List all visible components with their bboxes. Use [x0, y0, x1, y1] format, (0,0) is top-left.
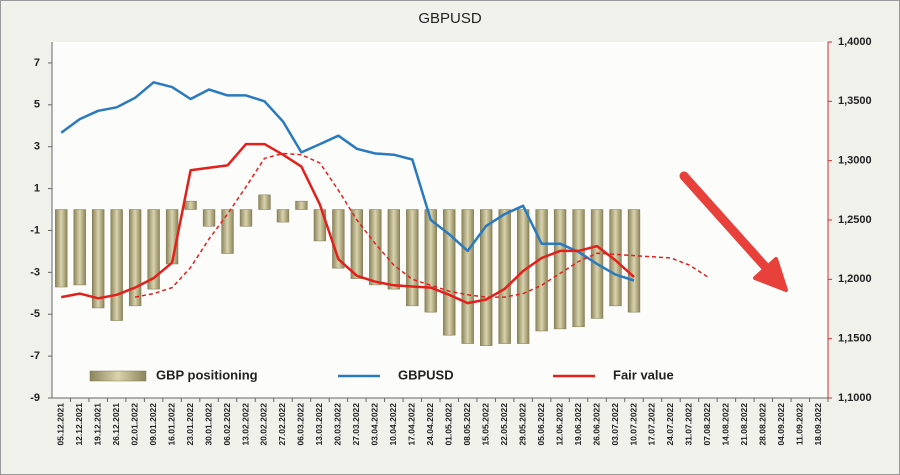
y-tick-label: -9	[30, 392, 40, 404]
x-tick-label: 23.01.2022	[185, 403, 195, 446]
x-tick-label: 04.09.2022	[776, 403, 786, 446]
x-tick-label: 09.01.2022	[148, 403, 158, 446]
bar	[572, 209, 585, 328]
y-tick-label: 7	[34, 57, 40, 69]
x-tick-label: 12.06.2022	[554, 403, 564, 446]
legend-label: Fair value	[613, 367, 674, 382]
bar	[535, 209, 548, 332]
x-tick-label: 30.01.2022	[203, 403, 213, 446]
x-tick-label: 26.12.2021	[111, 403, 121, 446]
x-tick-label: 31.07.2022	[684, 403, 694, 446]
bar	[424, 209, 437, 313]
x-tick-label: 05.06.2022	[536, 403, 546, 446]
bar	[239, 209, 253, 227]
x-tick-label: 27.03.2022	[351, 403, 361, 446]
x-tick-label: 26.06.2022	[591, 403, 601, 446]
bar	[202, 209, 216, 227]
bar	[258, 194, 271, 210]
bar	[627, 209, 641, 313]
x-tick-label: 17.04.2022	[407, 403, 417, 446]
x-tick-label: 19.12.2021	[92, 403, 102, 446]
x-tick-label: 24.04.2022	[425, 403, 435, 446]
bar	[498, 209, 511, 344]
x-tick-label: 06.02.2022	[222, 403, 232, 446]
y2-tick-label: 1,3500	[838, 95, 872, 107]
y-tick-label: 3	[34, 141, 40, 153]
bar	[147, 209, 160, 290]
bar	[480, 209, 493, 346]
y2-tick-label: 1,1500	[838, 333, 872, 345]
y-tick-label: 5	[34, 99, 40, 111]
line	[60, 81, 635, 282]
y-tick-label: 1	[34, 182, 40, 194]
x-tick-label: 13.03.2022	[314, 403, 324, 446]
y-tick-label: -1	[30, 224, 40, 236]
x-tick-label: 15.05.2022	[480, 403, 490, 446]
x-tick-label: 06.03.2022	[296, 403, 306, 446]
bar	[369, 209, 382, 286]
bar	[295, 200, 308, 210]
x-tick-label: 12.12.2021	[74, 403, 84, 446]
chart-title: GBPUSD	[418, 10, 482, 27]
x-tick-label: 02.01.2022	[129, 403, 139, 446]
line	[134, 152, 709, 298]
bar	[443, 209, 456, 336]
x-tick-label: 28.08.2022	[758, 403, 768, 446]
bar	[128, 209, 142, 307]
bar	[110, 209, 123, 321]
x-tick-label: 22.05.2022	[499, 403, 509, 446]
x-tick-label: 10.04.2022	[388, 403, 398, 446]
bar	[276, 209, 290, 223]
bar	[73, 209, 86, 286]
x-tick-label: 05.12.2021	[55, 403, 65, 446]
legend-label: GBPUSD	[398, 367, 454, 382]
x-tick-label: 13.02.2022	[240, 403, 250, 446]
x-tick-label: 07.08.2022	[702, 403, 712, 446]
legend-swatch	[89, 370, 147, 382]
bar	[387, 209, 400, 290]
bar	[461, 209, 474, 344]
bar	[55, 209, 68, 288]
bar	[184, 200, 197, 210]
bar	[553, 209, 567, 330]
x-tick-label: 08.05.2022	[462, 403, 472, 446]
x-tick-label: 14.08.2022	[721, 403, 731, 446]
legend-label: GBP positioning	[156, 367, 258, 382]
y-tick-label: -3	[30, 266, 40, 278]
x-tick-label: 24.07.2022	[665, 403, 675, 446]
y2-tick-label: 1,2500	[838, 214, 872, 226]
trend-arrow	[679, 171, 788, 292]
bar	[350, 209, 364, 279]
x-tick-label: 03.04.2022	[370, 403, 380, 446]
x-tick-label: 11.09.2022	[795, 403, 805, 445]
x-tick-label: 20.02.2022	[259, 403, 269, 446]
y2-tick-label: 1,4000	[838, 36, 872, 48]
x-tick-label: 03.07.2022	[610, 403, 620, 446]
line	[60, 142, 635, 305]
x-tick-label: 27.02.2022	[277, 403, 287, 446]
bar	[221, 209, 234, 254]
y2-tick-label: 1,3000	[838, 155, 872, 167]
y2-tick-label: 1,2000	[838, 273, 872, 285]
bar	[609, 209, 622, 307]
x-tick-label: 18.09.2022	[813, 403, 823, 446]
x-tick-label: 17.07.2022	[647, 403, 657, 446]
y-tick-label: -7	[30, 350, 40, 362]
y-tick-label: -5	[30, 308, 40, 320]
x-tick-label: 21.08.2022	[739, 403, 749, 446]
bar	[406, 209, 419, 307]
x-tick-label: 16.01.2022	[166, 403, 176, 446]
x-tick-label: 19.06.2022	[573, 403, 583, 446]
x-tick-label: 20.03.2022	[333, 403, 343, 446]
x-tick-label: 01.05.2022	[443, 403, 453, 446]
y2-tick-label: 1,1000	[838, 392, 872, 404]
x-tick-label: 10.07.2022	[628, 403, 638, 446]
bar	[92, 209, 105, 309]
x-tick-label: 29.05.2022	[517, 403, 527, 446]
